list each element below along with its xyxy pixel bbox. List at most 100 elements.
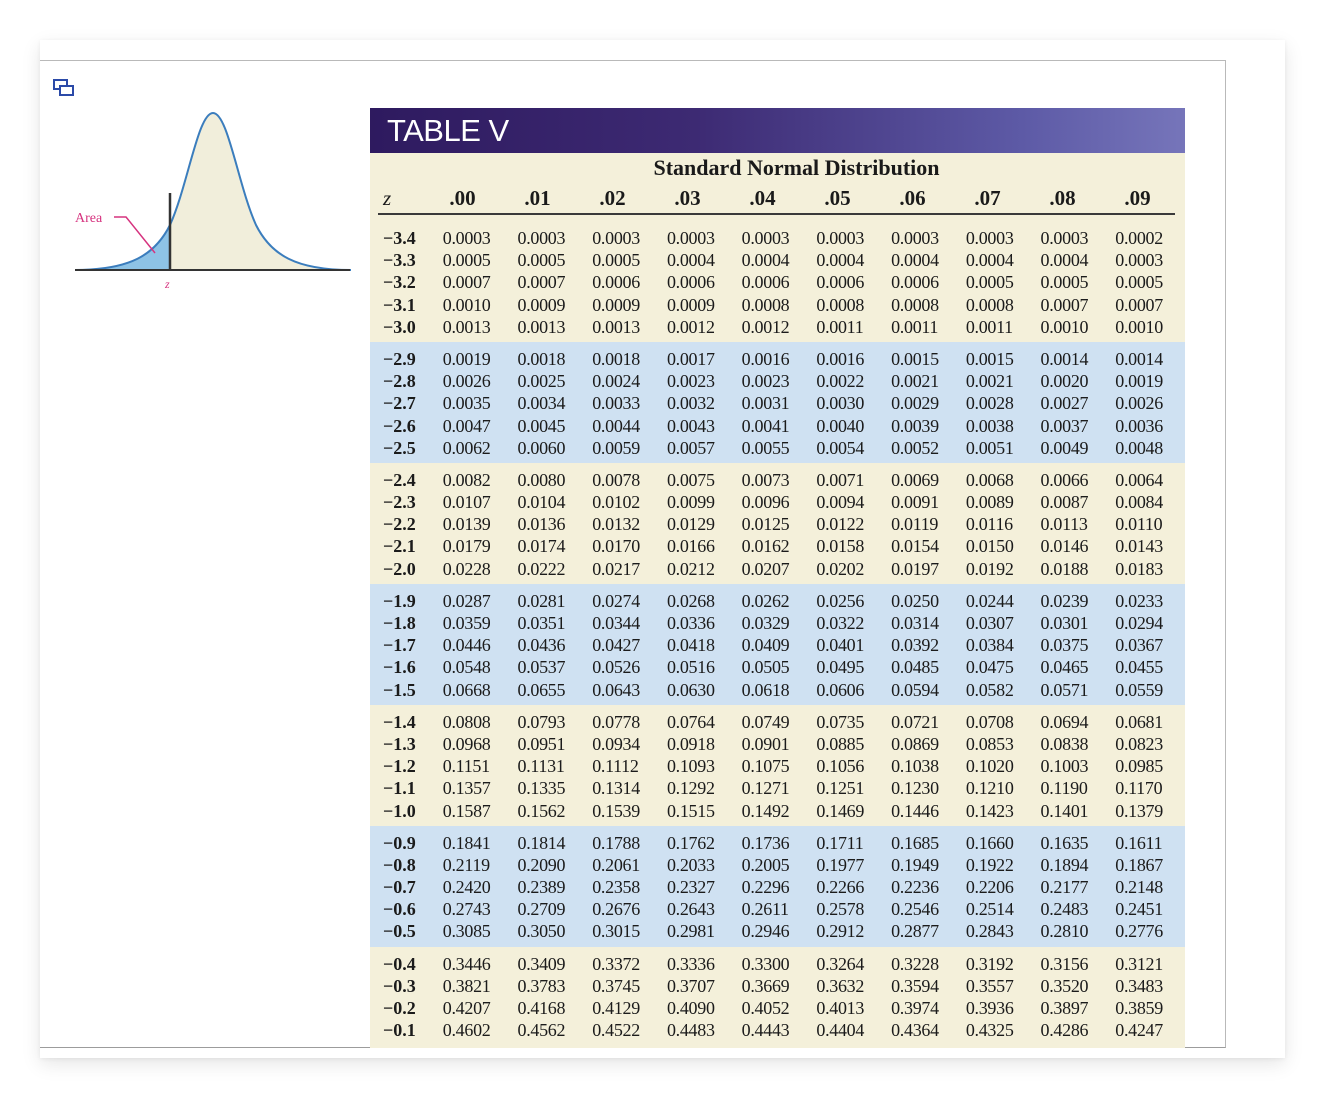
probability-cell: 0.0268 — [666, 590, 715, 611]
probability-cell: 0.0010 — [442, 294, 491, 315]
probability-cell: 0.0008 — [741, 294, 790, 315]
probability-cell: 0.1314 — [592, 778, 640, 799]
z-value-cell: −1.2 — [383, 756, 416, 777]
probability-cell: 0.0004 — [816, 250, 865, 271]
probability-cell: 0.0166 — [666, 536, 715, 557]
probability-cell: 0.1515 — [666, 800, 715, 821]
probability-cell: 0.1977 — [816, 854, 865, 875]
probability-cell: 0.0026 — [1115, 393, 1163, 414]
table-row: −3.2 0.0007 0.0007 0.0006 0.0006 0.0006 0.0006… — [370, 271, 1185, 293]
probability-cell: 0.1190 — [1040, 778, 1088, 799]
probability-cell: 0.3050 — [517, 921, 566, 942]
probability-cell: 0.1867 — [1115, 854, 1163, 875]
probability-cell: 0.0301 — [1040, 613, 1089, 633]
probability-cell: 0.3936 — [965, 998, 1014, 1018]
popout-window-icon[interactable] — [53, 78, 75, 100]
probability-cell: 0.0066 — [1040, 469, 1089, 490]
probability-cell: 0.3409 — [517, 953, 566, 974]
probability-cell: 0.0485 — [891, 657, 939, 678]
probability-cell: 0.0020 — [1040, 371, 1089, 392]
probability-cell: 0.4129 — [592, 998, 640, 1018]
probability-cell: 0.0003 — [891, 228, 939, 248]
z-value-cell: −0.3 — [383, 975, 416, 996]
table-row: −1.1 0.1357 0.1335 0.1314 0.1292 0.1271 0.1251… — [370, 777, 1185, 799]
probability-cell: 0.0233 — [1115, 590, 1163, 611]
probability-cell: 0.0007 — [1040, 294, 1089, 315]
probability-cell: 0.0107 — [442, 492, 491, 513]
probability-cell: 0.0032 — [666, 393, 715, 414]
probability-cell: 0.0004 — [1040, 250, 1089, 271]
z-value-cell: −1.0 — [383, 800, 416, 821]
probability-cell: 0.0853 — [965, 733, 1014, 754]
table-row: −2.7 0.0035 0.0034 0.0033 0.0032 0.0031 0.0030… — [370, 392, 1185, 414]
z-value-cell: −2.2 — [383, 514, 416, 535]
table-row: −2.9 0.0019 0.0018 0.0018 0.0017 0.0016 0.0016… — [370, 348, 1185, 370]
probability-cell: 0.3783 — [517, 975, 566, 996]
probability-cell: 0.0262 — [741, 590, 790, 611]
z-label: z — [164, 277, 170, 291]
z-value-cell: −3.3 — [383, 250, 416, 271]
probability-cell: 0.3300 — [741, 953, 790, 974]
curve-line — [74, 111, 352, 271]
probability-cell: 0.1660 — [965, 832, 1014, 853]
probability-cell: 0.2546 — [891, 899, 939, 920]
probability-cell: 0.0005 — [592, 250, 640, 271]
probability-cell: 0.0427 — [592, 635, 640, 656]
table-row: −0.2 0.4207 0.4168 0.4129 0.4090 0.4052 0.4013… — [370, 997, 1185, 1019]
table-row: −2.6 0.0047 0.0045 0.0044 0.0043 0.0041 0.0040… — [370, 415, 1185, 437]
probability-cell: 0.0281 — [517, 590, 566, 611]
probability-cell: 0.0455 — [1115, 657, 1163, 678]
probability-cell: 0.0039 — [891, 415, 939, 436]
table-row: −3.0 0.0013 0.0013 0.0013 0.0012 0.0012 0.0011… — [370, 316, 1185, 338]
probability-cell: 0.0495 — [816, 657, 865, 678]
normal-curve-svg: Area z — [74, 111, 352, 291]
probability-cell: 0.0006 — [816, 272, 865, 293]
table-row: −0.3 0.3821 0.3783 0.3745 0.3707 0.3669 0.3632… — [370, 975, 1185, 997]
probability-cell: 0.0571 — [1040, 679, 1089, 700]
probability-cell: 0.1492 — [741, 800, 790, 821]
probability-cell: 0.0016 — [816, 348, 865, 369]
probability-cell: 0.0054 — [816, 437, 865, 458]
probability-cell: 0.0055 — [741, 437, 790, 458]
z-value-cell: −1.5 — [383, 679, 416, 700]
probability-cell: 0.0158 — [816, 536, 865, 557]
probability-cell: 0.0274 — [592, 590, 640, 611]
probability-cell: 0.4207 — [442, 998, 491, 1018]
probability-cell: 0.0116 — [965, 514, 1013, 535]
probability-cell: 0.0011 — [891, 316, 939, 337]
probability-cell: 0.0038 — [965, 415, 1014, 436]
probability-cell: 0.0096 — [741, 492, 790, 513]
probability-cell: 0.0029 — [891, 393, 939, 414]
probability-cell: 0.3745 — [592, 975, 640, 996]
table-row: −2.1 0.0179 0.0174 0.0170 0.0166 0.0162 0.0158… — [370, 535, 1185, 557]
probability-cell: 0.0003 — [517, 228, 566, 248]
z-value-cell: −2.9 — [383, 348, 416, 369]
probability-cell: 0.0062 — [442, 437, 491, 458]
probability-cell: 0.3446 — [442, 953, 491, 974]
probability-cell: 0.1841 — [442, 832, 491, 853]
probability-cell: 0.1587 — [442, 800, 491, 821]
table-row-group: −0.4 0.3446 0.3409 0.3372 0.3336 0.3300 0.3264… — [370, 946, 1185, 1046]
probability-cell: 0.2206 — [965, 877, 1014, 898]
normal-curve-figure: Area z — [70, 105, 355, 295]
probability-cell: 0.0793 — [517, 711, 566, 732]
probability-cell: 0.0004 — [891, 250, 939, 271]
probability-cell: 0.4168 — [517, 998, 566, 1018]
probability-cell: 0.0307 — [965, 613, 1014, 633]
probability-cell: 0.3520 — [1040, 975, 1089, 996]
table-row-group: −1.4 0.0808 0.0793 0.0778 0.0764 0.0749 0.0735… — [370, 704, 1185, 826]
probability-cell: 0.1056 — [816, 756, 865, 777]
probability-cell: 0.0244 — [965, 590, 1014, 611]
probability-cell: 0.0010 — [1115, 316, 1163, 337]
probability-cell: 0.0154 — [891, 536, 939, 557]
probability-cell: 0.0014 — [1040, 348, 1089, 369]
probability-cell: 0.4052 — [741, 998, 790, 1018]
probability-cell: 0.0006 — [741, 272, 790, 293]
probability-cell: 0.2033 — [666, 854, 715, 875]
probability-cell: 0.3192 — [965, 953, 1014, 974]
table-row: −1.9 0.0287 0.0281 0.0274 0.0268 0.0262 0.0256… — [370, 590, 1185, 612]
probability-cell: 0.0013 — [442, 316, 491, 337]
z-value-cell: −1.8 — [383, 613, 416, 633]
probability-cell: 0.1635 — [1040, 832, 1089, 853]
probability-cell: 0.0011 — [816, 316, 864, 337]
